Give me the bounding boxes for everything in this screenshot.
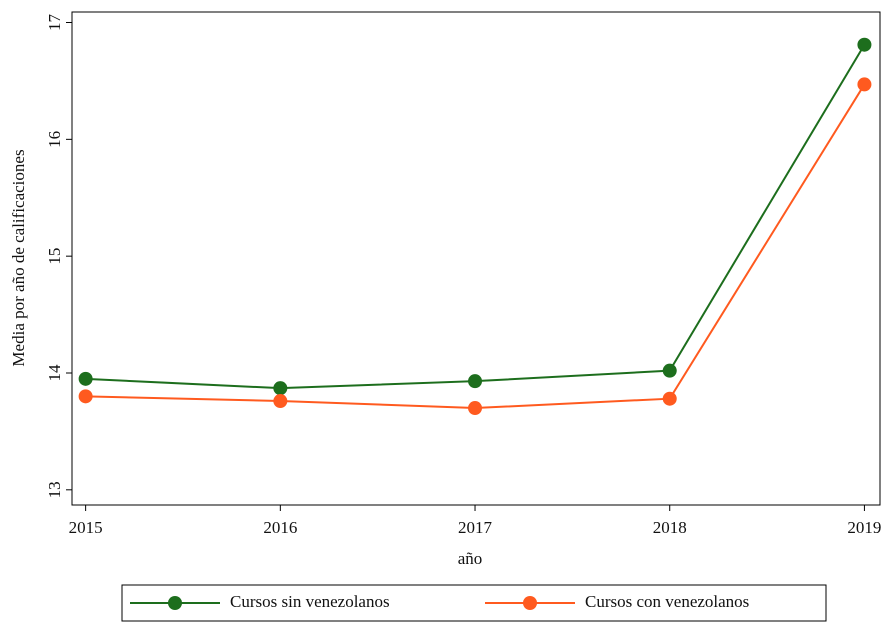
data-point (468, 401, 483, 416)
legend-marker (523, 596, 537, 610)
data-point (468, 374, 483, 389)
x-tick-label: 2018 (653, 518, 687, 537)
y-axis-label: Media por año de calificaciones (9, 149, 28, 366)
y-tick-label: 15 (45, 248, 64, 265)
x-tick-label: 2019 (847, 518, 881, 537)
plot-frame (71, 11, 881, 506)
data-point (78, 371, 93, 386)
legend-label: Cursos sin venezolanos (230, 592, 390, 611)
x-tick-label: 2017 (458, 518, 493, 537)
legend-marker (168, 596, 182, 610)
data-point (273, 394, 288, 409)
data-point (273, 381, 288, 396)
legend-box (121, 584, 827, 622)
data-point (662, 391, 677, 406)
y-tick-label: 16 (45, 131, 64, 148)
legend-label: Cursos con venezolanos (585, 592, 749, 611)
x-tick-label: 2016 (263, 518, 297, 537)
series-line (85, 44, 866, 390)
data-point (78, 389, 93, 404)
data-point (662, 363, 677, 378)
data-point (857, 37, 872, 52)
data-point (857, 77, 872, 92)
x-tick-label: 2015 (69, 518, 103, 537)
x-axis-label: año (458, 549, 483, 568)
y-tick-label: 13 (45, 481, 64, 498)
series-line (85, 83, 866, 410)
y-tick-label: 17 (45, 14, 64, 32)
y-tick-label: 14 (45, 364, 64, 382)
